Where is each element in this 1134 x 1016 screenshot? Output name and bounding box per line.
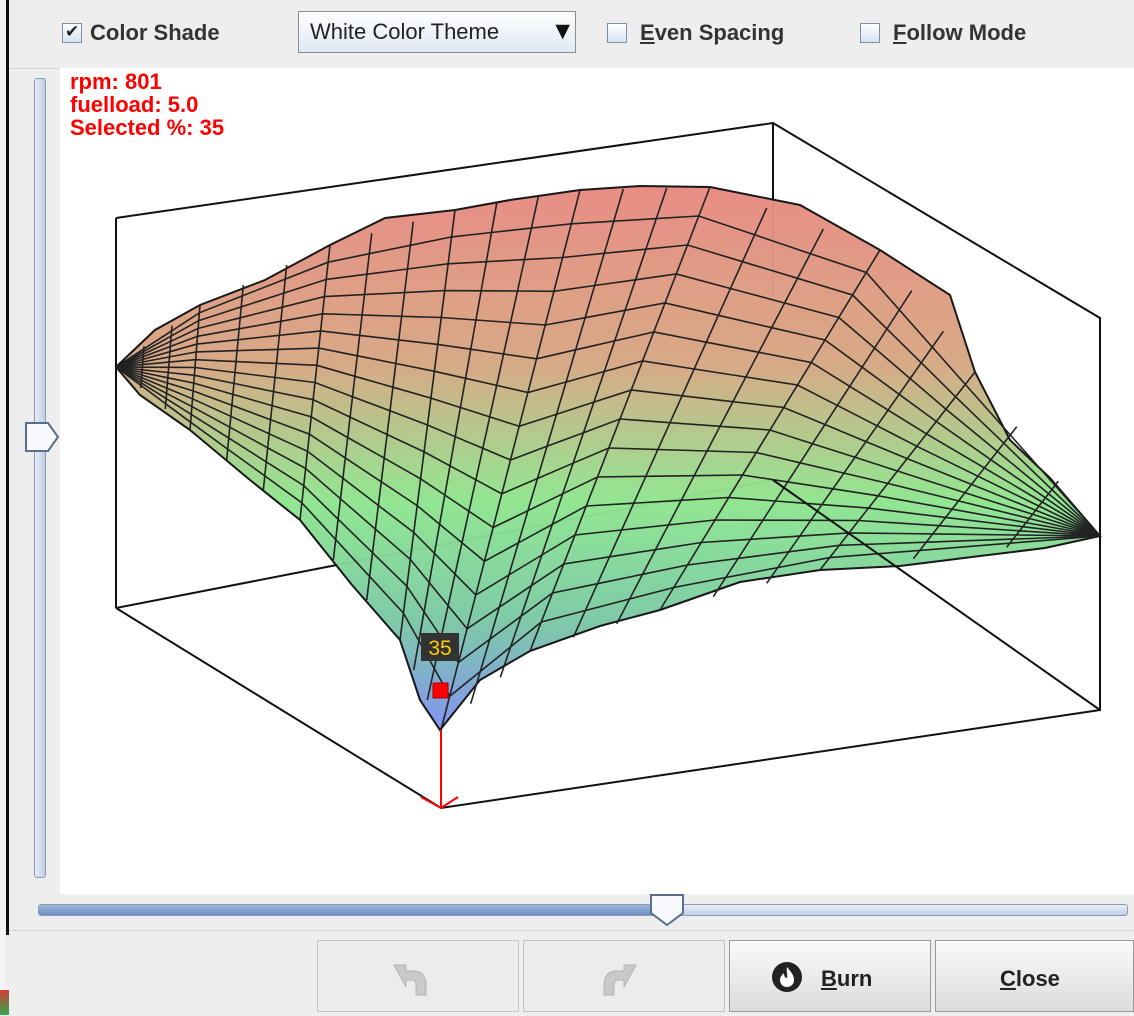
- theme-selected-value: White Color Theme: [310, 19, 500, 44]
- follow-mode-label[interactable]: Follow Mode: [893, 20, 1027, 45]
- horizontal-slider-fill: [39, 905, 660, 915]
- vertical-slider-thumb[interactable]: [24, 421, 60, 453]
- undo-icon: [393, 964, 427, 996]
- follow-mode-checkbox[interactable]: [860, 23, 880, 43]
- horizontal-slider-thumb[interactable]: [648, 893, 686, 927]
- theme-dropdown[interactable]: White Color Theme ▼: [298, 11, 576, 53]
- redo-button[interactable]: [523, 940, 725, 1012]
- burn-label: Burn: [821, 966, 873, 991]
- surface-plot-area[interactable]: [60, 68, 1134, 894]
- close-label: Close: [1000, 966, 1060, 991]
- rpm-readout: rpm: 801: [70, 69, 162, 94]
- vertical-rotation-slider[interactable]: [34, 78, 46, 878]
- burn-icon: [772, 962, 802, 992]
- even-spacing-checkbox[interactable]: [607, 23, 627, 43]
- color-shade-label[interactable]: Color Shade: [90, 20, 220, 45]
- redo-icon: [603, 964, 637, 996]
- window-edge: [0, 0, 6, 1015]
- selected-percent-readout: Selected %: 35: [70, 115, 225, 140]
- toolbar: Color Shade White Color Theme ▼ Even Spa…: [9, 0, 1134, 69]
- undo-button[interactable]: [317, 940, 519, 1012]
- dropdown-arrow-icon: ▼: [555, 20, 570, 42]
- close-button[interactable]: Close: [935, 940, 1134, 1012]
- even-spacing-label[interactable]: Even Spacing: [640, 20, 785, 45]
- color-shade-checkbox[interactable]: [62, 22, 82, 43]
- window-border: [6, 0, 9, 935]
- fuelload-readout: fuelload: 5.0: [70, 92, 199, 117]
- cell-readout: rpm: 801 fuelload: 5.0 Selected %: 35: [70, 70, 224, 139]
- burn-button[interactable]: Burn: [729, 940, 931, 1012]
